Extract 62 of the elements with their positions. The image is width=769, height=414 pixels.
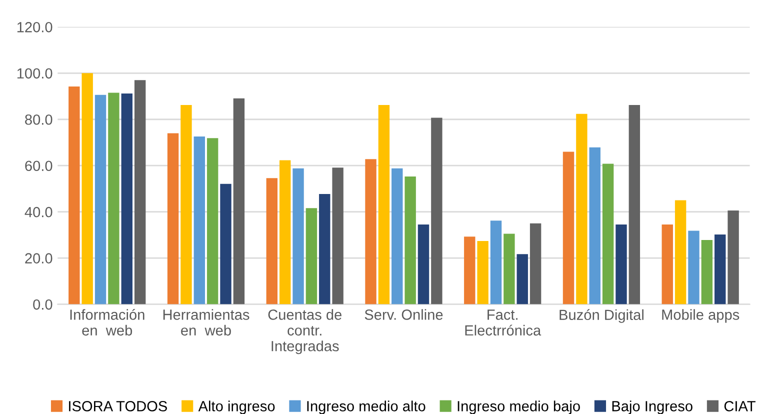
bar	[233, 98, 245, 304]
x-tick-label: Información en web	[70, 308, 144, 336]
bar	[319, 194, 330, 304]
bar	[562, 152, 574, 304]
x-tick-label: Herramientas en web	[163, 309, 250, 336]
bar	[206, 138, 218, 304]
bar	[392, 168, 403, 304]
bar	[418, 224, 430, 304]
bar	[378, 105, 390, 304]
y-tick-label: 20.0	[25, 253, 52, 264]
bar	[134, 80, 146, 304]
x-tick-label: Buzón Digital	[560, 309, 644, 323]
bar	[714, 234, 726, 304]
legend-label: ISORA TODOS	[69, 401, 167, 412]
x-tick-label: Cuentas de contr. Integradas	[268, 309, 342, 354]
y-tick-label: 80.0	[25, 114, 52, 125]
bar	[180, 105, 192, 304]
legend-label: Alto ingreso	[198, 400, 275, 414]
bar	[701, 240, 713, 304]
x-tick-label: Mobile apps	[662, 309, 740, 323]
bar	[306, 208, 318, 304]
bar	[688, 230, 700, 304]
y-tick-label: 60.0	[25, 160, 52, 172]
bar	[94, 94, 106, 304]
bar	[279, 160, 291, 304]
bar	[121, 93, 132, 304]
legend-label: Ingreso medio alto	[307, 400, 426, 414]
bar	[602, 164, 614, 304]
y-tick-label: 0.0	[33, 299, 52, 310]
bar	[464, 236, 476, 304]
y-tick-label: 100.0	[17, 68, 52, 79]
y-tick-label: 120.0	[17, 22, 52, 32]
bar	[220, 184, 232, 304]
y-tick-label: 40.0	[24, 206, 52, 218]
bar	[504, 234, 515, 304]
bar	[589, 147, 600, 304]
bar	[266, 178, 278, 304]
bar	[674, 200, 686, 304]
bar	[167, 133, 179, 304]
legend-label: Ingreso medio bajo	[458, 400, 580, 414]
bar	[194, 136, 205, 304]
x-tick-label: Serv. Online	[364, 309, 443, 320]
bar	[365, 159, 376, 304]
bar	[108, 92, 120, 304]
bar	[404, 176, 416, 304]
bar	[662, 224, 673, 304]
bar	[616, 224, 627, 304]
legend-label: Bajo Ingreso	[612, 400, 692, 414]
bar	[628, 105, 640, 304]
bar	[332, 168, 344, 304]
bar	[431, 118, 442, 304]
bar	[516, 254, 528, 304]
bar	[728, 210, 739, 304]
bar	[477, 240, 488, 304]
bar	[82, 73, 93, 304]
bar	[68, 86, 80, 304]
legend-label: CIAT	[724, 401, 756, 412]
bar	[576, 114, 588, 304]
bar	[490, 220, 502, 304]
bar	[292, 168, 304, 304]
bar	[530, 223, 542, 304]
x-tick-label: Fact. Electrrónica	[465, 310, 542, 336]
